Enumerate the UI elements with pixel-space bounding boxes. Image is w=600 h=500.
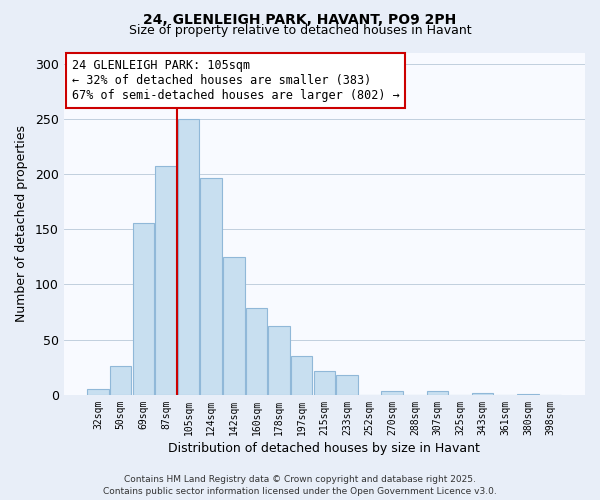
Bar (200, 178, 222, 395)
Bar (472, 392, 493, 395)
Bar (314, 370, 335, 395)
Text: 24, GLENLEIGH PARK, HAVANT, PO9 2PH: 24, GLENLEIGH PARK, HAVANT, PO9 2PH (143, 12, 457, 26)
Text: 24 GLENLEIGH PARK: 105sqm
← 32% of detached houses are smaller (383)
67% of semi: 24 GLENLEIGH PARK: 105sqm ← 32% of detac… (71, 60, 399, 102)
Text: Size of property relative to detached houses in Havant: Size of property relative to detached ho… (128, 24, 472, 37)
Text: Contains HM Land Registry data © Crown copyright and database right 2025.
Contai: Contains HM Land Registry data © Crown c… (103, 474, 497, 496)
Bar (88, 390, 109, 395)
Bar (268, 326, 290, 395)
Bar (291, 356, 313, 395)
Y-axis label: Number of detached properties: Number of detached properties (15, 125, 28, 322)
Bar (517, 394, 539, 395)
Bar (178, 119, 199, 395)
Bar (223, 257, 245, 395)
Bar (110, 366, 131, 395)
Bar (246, 308, 267, 395)
X-axis label: Distribution of detached houses by size in Havant: Distribution of detached houses by size … (169, 442, 480, 455)
Bar (336, 375, 358, 395)
Bar (427, 390, 448, 395)
Bar (133, 222, 154, 395)
Bar (382, 390, 403, 395)
Bar (155, 166, 177, 395)
